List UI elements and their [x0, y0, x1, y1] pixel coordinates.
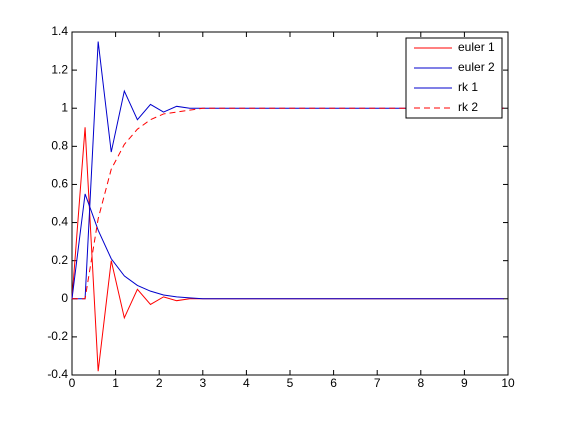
y-tick-label: -0.4: [47, 367, 68, 381]
x-tick-label: 0: [69, 376, 76, 390]
y-tick-label: 0.2: [51, 253, 68, 267]
x-tick-label: 3: [199, 376, 206, 390]
legend-label: euler 1: [458, 40, 495, 54]
y-tick-label: 1.4: [51, 24, 68, 38]
x-tick-label: 7: [374, 376, 381, 390]
x-tick-label: 6: [330, 376, 337, 390]
y-tick-label: 0: [61, 291, 68, 305]
legend: euler 1 euler 2 rk 1 rk 2: [405, 37, 503, 119]
y-tick-label: 1.2: [51, 62, 68, 76]
y-tick-label: 0.4: [51, 215, 68, 229]
x-tick-label: 10: [501, 376, 515, 390]
y-tick-label: 0.8: [51, 139, 68, 153]
x-tick-label: 5: [287, 376, 294, 390]
x-tick-label: 9: [461, 376, 468, 390]
x-tick-label: 8: [417, 376, 424, 390]
legend-label: rk 1: [458, 80, 478, 94]
y-tick-label: -0.2: [47, 329, 68, 343]
series-line: [71, 193, 504, 300]
x-tick-label: 2: [156, 376, 163, 390]
y-tick-label: 0.6: [51, 177, 68, 191]
legend-box: [405, 37, 503, 119]
y-tick-label: 1: [61, 100, 68, 114]
x-tick-label: 1: [112, 376, 119, 390]
x-tick-label: 4: [243, 376, 250, 390]
legend-label: euler 2: [458, 60, 495, 74]
legend-label: rk 2: [458, 100, 478, 114]
